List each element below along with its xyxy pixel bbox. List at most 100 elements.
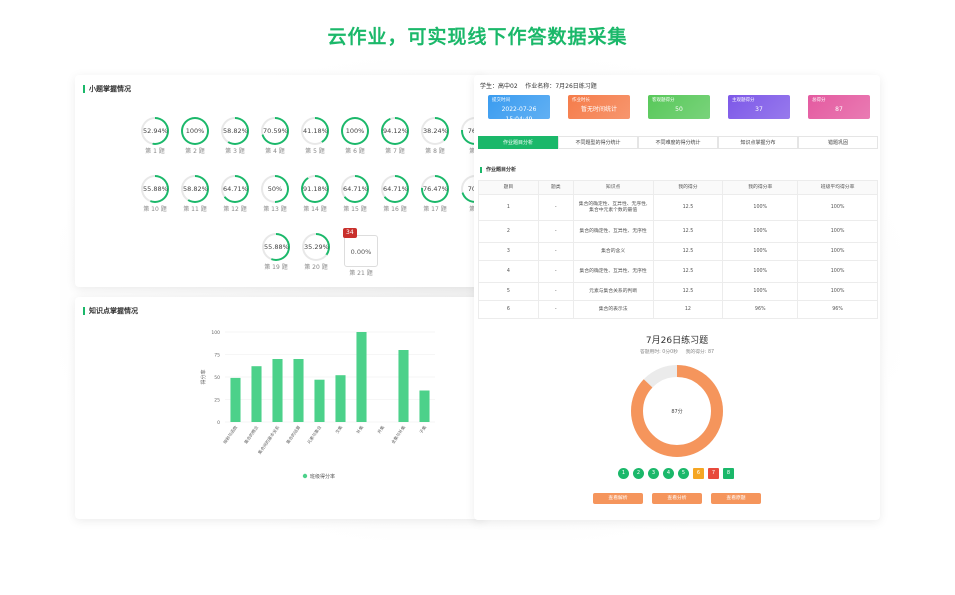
table-row[interactable]: 2- 集合的确定性、互异性、无序性 12.5 100% 100%	[478, 220, 878, 243]
question-pct: 100%	[343, 119, 367, 143]
table-row[interactable]: 4- 集合的确定性、互异性、无序性 12.5 100% 100%	[478, 260, 878, 283]
question-ring[interactable]: 76.47% 第 17 题	[417, 175, 453, 213]
question-label: 第 2 题	[185, 148, 205, 155]
table-row[interactable]: 5- 元素与集合关系的判断 12.5 100% 100%	[478, 282, 878, 301]
y-tick-label: 25	[214, 398, 220, 404]
action-button[interactable]: 查看解析	[593, 493, 643, 504]
progress-ring: 58.82%	[221, 117, 249, 145]
tab[interactable]: 知识点掌握分布	[718, 136, 798, 149]
question-ring[interactable]: 35.29% 第 20 题	[298, 233, 334, 271]
question-number[interactable]: 3	[648, 468, 659, 479]
bar[interactable]	[272, 359, 283, 422]
table-cell: -	[537, 194, 574, 221]
question-label: 第 6 题	[345, 148, 365, 155]
question-number[interactable]: 5	[678, 468, 689, 479]
question-label: 第 20 题	[304, 264, 328, 271]
table-cell: 100%	[722, 220, 799, 243]
tab[interactable]: 作业题目分析	[478, 136, 558, 149]
column-header: 我的得分	[652, 180, 724, 195]
tab[interactable]: 错题巩固	[798, 136, 878, 149]
question-number[interactable]: 2	[633, 468, 644, 479]
question-ring[interactable]: 38.24% 第 8 题	[417, 117, 453, 155]
question-ring[interactable]: 100% 第 6 题	[337, 117, 373, 155]
progress-ring: 64.71%	[341, 175, 369, 203]
table-cell: 4	[478, 260, 539, 283]
stat-card-value: 37	[755, 106, 763, 113]
question-pct: 58.82%	[183, 177, 208, 201]
question-ring[interactable]: 58.82% 第 3 题	[217, 117, 253, 155]
table-cell: -	[537, 260, 574, 283]
question-ring[interactable]: 100% 第 2 题	[177, 117, 213, 155]
my-score: 我的得分: 87	[685, 350, 715, 355]
question-label: 第 19 题	[264, 264, 288, 271]
question-ring[interactable]: 64.71% 第 15 题	[337, 175, 373, 213]
bar[interactable]	[314, 379, 325, 422]
stat-card-label: 提交时间	[492, 98, 510, 103]
question-ring[interactable]: 64.71% 第 12 题	[217, 175, 253, 213]
question-ring[interactable]: 64.71% 第 16 题	[377, 175, 413, 213]
question-ring[interactable]: 70.59% 第 4 题	[257, 117, 293, 155]
question-ring[interactable]: 91.18% 第 14 题	[297, 175, 333, 213]
question-number[interactable]: 7	[708, 468, 719, 479]
bar[interactable]	[398, 350, 409, 422]
bar[interactable]	[356, 332, 367, 422]
question-pct: 91.18%	[303, 177, 328, 201]
question-pct: 0.00%	[350, 248, 372, 256]
table-row[interactable]: 1- 集合的确定性、互异性、无序性,集合中元素个数的最值 12.5 100% 100%	[478, 194, 878, 221]
table-cell: 12.5	[652, 194, 724, 221]
progress-ring: 55.88%	[141, 175, 169, 203]
question-number[interactable]: 6	[693, 468, 704, 479]
table-cell: 96%	[797, 300, 878, 319]
bar[interactable]	[335, 375, 346, 422]
x-tick-label: 映射与函数	[221, 423, 239, 445]
bar[interactable]	[293, 359, 304, 422]
question-ring[interactable]: 55.88% 第 19 题	[258, 233, 294, 271]
question-number[interactable]: 1	[618, 468, 629, 479]
analysis-tabs: 作业题目分析 不同题型的得分统计 不同难度的得分统计 知识点掌握分布 错题巩固	[478, 136, 878, 149]
question-ring[interactable]: 58.82% 第 11 题	[177, 175, 213, 213]
question-pct: 76.47%	[423, 177, 448, 201]
question-number[interactable]: 8	[723, 468, 734, 479]
question-label: 第 3 题	[225, 148, 245, 155]
tab[interactable]: 不同难度的得分统计	[638, 136, 718, 149]
question-analysis-table: 题目 题类 知识点 我的得分 我的得分率 班级平均得分率 1- 集合的确定性、互异性、无序性…	[478, 180, 878, 319]
column-header: 题目	[478, 180, 539, 195]
question-ring[interactable]: 94.12% 第 7 题	[377, 117, 413, 155]
table-cell: -	[537, 282, 574, 301]
table-cell: 12.5	[652, 220, 724, 243]
question-ring[interactable]: 50% 第 13 题	[257, 175, 293, 213]
question-ring[interactable]: 41.18% 第 5 题	[297, 117, 333, 155]
table-row[interactable]: 3- 集合的含义 12.5 100% 100%	[478, 242, 878, 261]
donut-title: 7月26日练习题	[645, 336, 709, 346]
table-cell: 100%	[797, 282, 878, 301]
question-number[interactable]: 4	[663, 468, 674, 479]
homework-name: 7月26日练习题	[555, 83, 597, 90]
stat-card-value: 暂无时间统计	[580, 106, 617, 113]
table-cell: 100%	[722, 282, 799, 301]
question-ring-21[interactable]: 34 0.00% 第 21 题	[343, 228, 379, 277]
question-label: 第 7 题	[385, 148, 405, 155]
hero-title: 云作业，可实现线下作答数据采集	[327, 26, 628, 48]
table-row[interactable]: 6- 集合的表示法 12 96% 96%	[478, 300, 878, 319]
stat-card-value: 87	[835, 106, 843, 113]
question-label: 第 11 题	[183, 206, 207, 213]
action-button[interactable]: 查看原题	[711, 493, 761, 504]
question-ring-grid: 52.94% 第 1 题 100% 第 2 题 58.82% 第 3 题 70.59% 第 4…	[75, 75, 489, 285]
action-button[interactable]: 查看分析	[652, 493, 702, 504]
y-tick-label: 100	[211, 330, 220, 336]
bar[interactable]	[419, 390, 430, 423]
question-ring[interactable]: 55.88% 第 10 题	[137, 175, 173, 213]
table-cell: 100%	[722, 242, 799, 261]
question-label: 第 12 题	[223, 206, 247, 213]
question-label: 第 4 题	[265, 148, 285, 155]
table-cell: 12.5	[652, 282, 724, 301]
stat-card: 主观题得分 37	[728, 95, 790, 119]
bar[interactable]	[251, 366, 262, 422]
bar[interactable]	[230, 377, 241, 422]
question-pct: 100%	[183, 119, 207, 143]
question-ring[interactable]: 52.94% 第 1 题	[137, 117, 173, 155]
tab[interactable]: 不同题型的得分统计	[558, 136, 638, 149]
question-label: 第 21 题	[349, 270, 373, 277]
table-cell: 元素与集合关系的判断	[572, 282, 654, 301]
